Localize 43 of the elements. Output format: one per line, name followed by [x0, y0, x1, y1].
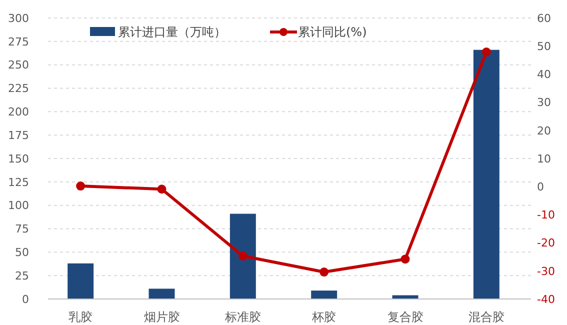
point: [320, 268, 329, 277]
y2-tick-label: 40: [537, 68, 551, 82]
y-tick-label: 225: [8, 82, 29, 96]
y-tick-label: 50: [15, 246, 29, 260]
y-tick-label: 250: [8, 58, 29, 72]
y2-tick-label: -20: [537, 236, 555, 250]
bar: [473, 50, 500, 299]
y-tick-label: 25: [15, 269, 29, 282]
y-tick-label: 75: [15, 222, 29, 236]
y-tick-label: 275: [8, 35, 29, 48]
point: [238, 252, 248, 261]
x-tick-label: 混合胶: [468, 310, 504, 324]
y2-tick-label: 50: [537, 40, 551, 53]
y-tick-label: 150: [8, 152, 29, 166]
point: [482, 48, 491, 56]
y-tick-label: 200: [8, 106, 29, 119]
x-tick-label: 复合胶: [387, 310, 424, 324]
x-tick-label: 杯胶: [311, 310, 336, 324]
y2-tick-label: -40: [537, 292, 555, 306]
point: [76, 182, 86, 191]
y2-tick-label: 0: [537, 180, 544, 194]
legend-label: 累计进口量（万吨）: [118, 25, 226, 40]
y2-tick-label: -30: [537, 264, 555, 278]
y-tick-label: 175: [8, 128, 29, 142]
y-tick-label: 100: [8, 199, 29, 212]
y2-tick-label: 10: [537, 152, 551, 166]
point: [157, 184, 166, 194]
y2-tick-label: -10: [537, 208, 555, 222]
bar: [68, 263, 94, 299]
y-tick-label: 125: [8, 176, 29, 189]
x-tick-label: 烟片胶: [144, 310, 180, 324]
x-tick-label: 乳胶: [68, 310, 93, 324]
point: [400, 254, 410, 264]
y-tick-label: 300: [8, 12, 29, 25]
y2-tick-label: 60: [537, 12, 551, 25]
bar: [311, 290, 338, 299]
y-tick-label: 0: [22, 292, 29, 306]
y2-tick-label: 20: [537, 124, 551, 138]
y2-tick-label: 30: [537, 96, 551, 110]
bar: [148, 288, 175, 299]
x-tick-label: 标准胶: [224, 310, 261, 324]
bar: [230, 214, 256, 299]
legend-label: 累计同比(%): [298, 25, 367, 40]
